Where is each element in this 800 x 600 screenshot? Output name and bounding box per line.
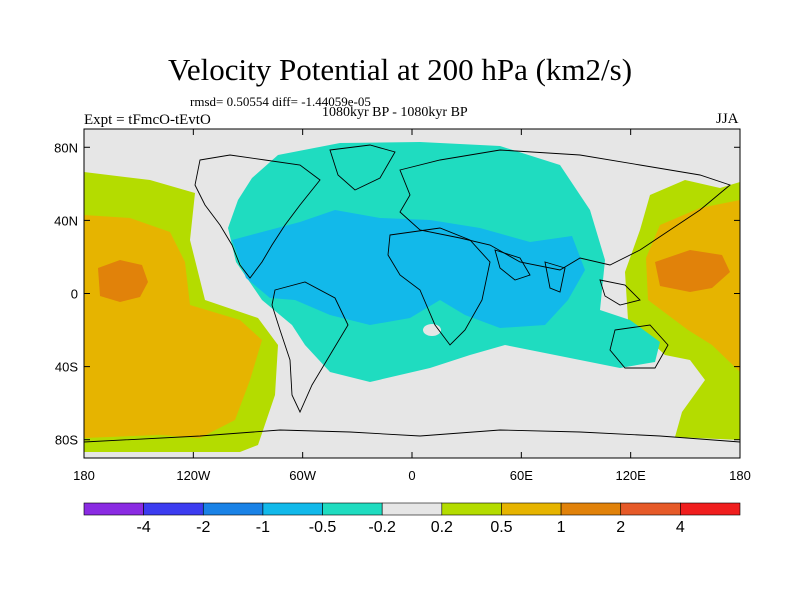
colorbar-swatch [501,502,562,516]
y-tick-label: 40N [54,213,78,228]
period-text: 1080kyr BP - 1080kyr BP [322,105,468,120]
colorbar-swatch [143,502,204,516]
y-tick-label: 0 [71,287,78,302]
colorbar-swatch [441,502,502,516]
field-positive-west-orange [98,260,148,302]
colorbar-label: -4 [136,519,151,536]
x-tick-label: 180 [73,468,95,483]
axis-ticks: 180 120W 60W 0 60E 120E 180 80N 40N 0 40S 80S [54,129,751,483]
x-tick-label: 0 [408,468,415,483]
experiment-label: Expt = tFmcO-tEvtO [84,112,211,128]
colorbar [83,502,741,516]
colorbar-label: 4 [675,519,685,536]
colorbar-swatch [381,502,443,516]
colorbar-swatch [560,502,622,516]
x-tick-label: 180 [729,468,751,483]
colorbar-label: -2 [196,519,211,536]
x-tick-label: 60W [289,468,316,483]
field-negative-blue [232,210,585,328]
colorbar-label: 2 [616,519,626,536]
y-tick-label: 80N [54,140,78,155]
colorbar-label: 1 [556,519,566,536]
x-tick-label: 60E [510,468,533,483]
colorbar-swatch [262,502,323,516]
colorbar-swatch [322,502,383,516]
field-positive-east-orange [655,250,730,292]
colorbar-swatch [202,502,264,516]
season-label: JJA [716,111,739,127]
colorbar-label: 0.2 [430,519,453,536]
colorbar-label: -0.5 [308,519,337,536]
y-tick-label: 40S [55,360,78,375]
colorbar-swatch [83,502,144,516]
colorbar-swatch [680,502,741,516]
y-tick-label: 80S [55,433,78,448]
coastlines [84,144,740,443]
colorbar-label: -1 [255,519,271,536]
colorbar-swatch [620,502,681,516]
colorbar-label: -0.2 [368,519,396,536]
stats-text: rmsd= 0.50554 diff= -1.44059e-05 [190,94,371,109]
map-title: Velocity Potential at 200 hPa (km2/s) [167,52,633,87]
colorbar-label: 0.5 [490,519,513,536]
x-tick-label: 120E [615,468,646,483]
x-tick-label: 120W [176,468,211,483]
